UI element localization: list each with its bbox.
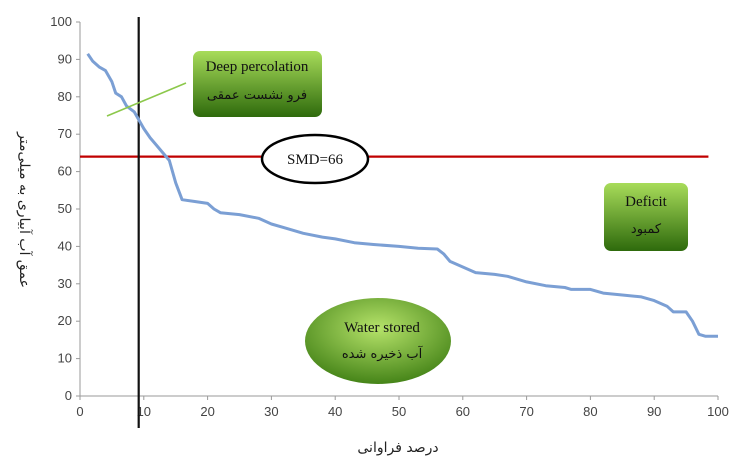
x-axis-title: درصد فراوانی [357, 440, 438, 456]
x-tick-label: 0 [76, 404, 83, 419]
y-tick-label: 60 [58, 164, 72, 179]
y-tick-label: 80 [58, 89, 72, 104]
y-ticks: 0 10 20 30 40 50 60 70 80 90 100 [50, 14, 80, 403]
y-tick-label: 100 [50, 14, 72, 29]
y-tick-label: 70 [58, 126, 72, 141]
smd-ellipse [260, 133, 370, 185]
smd-label: SMD=66 [260, 133, 370, 185]
deficit-fa: کمبود [631, 222, 662, 237]
y-axis-title: عمق آب آبیاری به میلی‌متر [16, 131, 33, 288]
water-stored-fa: آب ذخیره شده [342, 345, 424, 362]
y-tick-label: 30 [58, 276, 72, 291]
x-tick-label: 30 [264, 404, 278, 419]
x-tick-label: 70 [519, 404, 533, 419]
y-tick-label: 10 [58, 351, 72, 366]
x-tick-label: 40 [328, 404, 342, 419]
x-tick-label: 60 [456, 404, 470, 419]
deep-percolation-leader [106, 82, 187, 117]
deficit-box [604, 183, 688, 251]
deficit-en: Deficit [625, 194, 667, 210]
x-ticks: 0 10 20 30 40 50 60 70 80 90 100 [76, 396, 729, 419]
water-stored-label: Water stored آب ذخیره شده [305, 298, 451, 384]
deep-percolation-label: Deep percolation فرو نشست عمقی [193, 51, 322, 117]
x-tick-label: 90 [647, 404, 661, 419]
smd-text: SMD=66 [287, 152, 343, 168]
series-group [86, 52, 718, 338]
y-tick-label: 0 [65, 388, 72, 403]
x-tick-label: 50 [392, 404, 406, 419]
water-stored-oval [305, 298, 451, 384]
x-tick-label: 100 [707, 404, 729, 419]
deep-percolation-fa: فرو نشست عمقی [207, 88, 307, 103]
y-tick-label: 20 [58, 313, 72, 328]
deep-percolation-box [193, 51, 322, 117]
y-tick-label: 50 [58, 201, 72, 216]
x-tick-label: 10 [137, 404, 151, 419]
deficit-label: Deficit کمبود [604, 183, 688, 251]
series-line-0 [86, 52, 718, 338]
x-tick-label: 20 [200, 404, 214, 419]
y-tick-label: 40 [58, 238, 72, 253]
x-tick-label: 80 [583, 404, 597, 419]
water-stored-en: Water stored [344, 320, 420, 336]
deep-percolation-en: Deep percolation [206, 59, 309, 75]
y-tick-label: 90 [58, 51, 72, 66]
